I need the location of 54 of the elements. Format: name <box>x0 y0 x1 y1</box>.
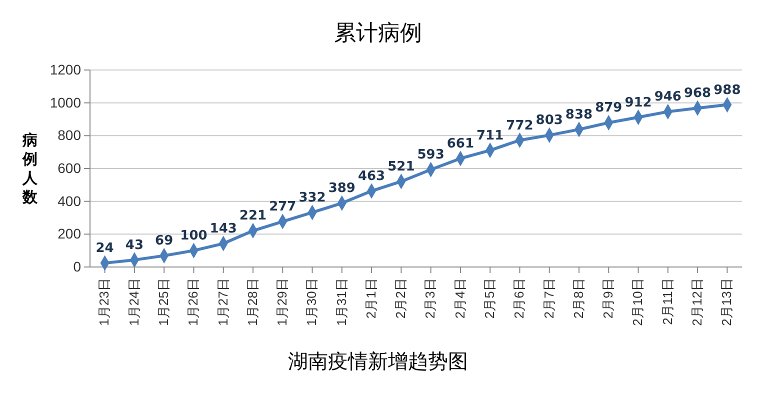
x-tick-label: 1月28日 <box>244 278 260 326</box>
x-tick-label: 2月7日 <box>541 278 556 319</box>
data-label: 143 <box>210 222 237 237</box>
x-tick-label: 1月29日 <box>274 278 290 326</box>
data-label: 463 <box>358 168 386 184</box>
data-label: 912 <box>624 95 652 110</box>
x-tick-label: 2月6日 <box>512 278 527 319</box>
y-tick-label: 0 <box>73 258 82 274</box>
y-tick-label: 800 <box>58 127 82 144</box>
data-label: 946 <box>654 90 682 105</box>
x-tick-label: 2月12日 <box>689 278 704 326</box>
x-tick-label: 2月10日 <box>630 278 646 326</box>
data-label: 100 <box>180 228 208 244</box>
x-tick-label: 2月5日 <box>482 278 497 319</box>
x-tick-label: 1月25日 <box>156 278 171 326</box>
data-label: 593 <box>417 148 444 163</box>
data-label: 69 <box>155 234 174 249</box>
x-tick-label: 1月31日 <box>334 278 349 326</box>
data-label: 277 <box>269 200 296 215</box>
x-tick-label: 2月1日 <box>363 278 378 319</box>
y-tick-label: 200 <box>58 226 82 242</box>
y-tick-label: 400 <box>58 192 82 209</box>
y-tick-label: 600 <box>58 160 82 176</box>
data-label: 661 <box>446 136 474 152</box>
x-tick-label: 2月2日 <box>393 278 408 319</box>
x-tick-label: 1月26日 <box>186 278 201 326</box>
x-tick-label: 2月4日 <box>452 278 468 319</box>
data-label: 389 <box>328 181 356 196</box>
data-label: 988 <box>714 82 741 98</box>
data-label: 838 <box>565 107 593 122</box>
x-axis-title: 湖南疫情新增趋势图 <box>288 349 468 373</box>
x-tick-label: 2月13日 <box>719 278 734 326</box>
data-label: 43 <box>125 238 144 253</box>
data-label: 879 <box>595 100 622 116</box>
x-tick-label: 2月9日 <box>600 278 616 319</box>
data-label: 711 <box>476 128 504 144</box>
x-tick-label: 1月27日 <box>215 278 230 326</box>
y-tick-label: 1000 <box>50 94 82 110</box>
data-label: 521 <box>388 159 415 174</box>
chart-title: 累计病例 <box>334 21 422 46</box>
data-label: 221 <box>239 208 267 224</box>
data-label: 332 <box>298 190 326 206</box>
x-tick-label: 2月11日 <box>660 278 675 325</box>
y-axis-title: 病例人数 <box>22 131 38 206</box>
data-label: 772 <box>506 118 534 134</box>
x-tick-label: 1月23日 <box>96 278 112 326</box>
x-tick-label: 1月30日 <box>304 278 320 326</box>
x-tick-label: 1月24日 <box>126 278 142 326</box>
data-label: 24 <box>96 241 114 256</box>
x-tick-label: 2月3日 <box>422 278 438 319</box>
data-label: 968 <box>684 86 712 102</box>
data-label: 803 <box>536 113 563 128</box>
x-tick-label: 2月8日 <box>570 278 586 319</box>
y-tick-label: 1200 <box>50 61 82 78</box>
